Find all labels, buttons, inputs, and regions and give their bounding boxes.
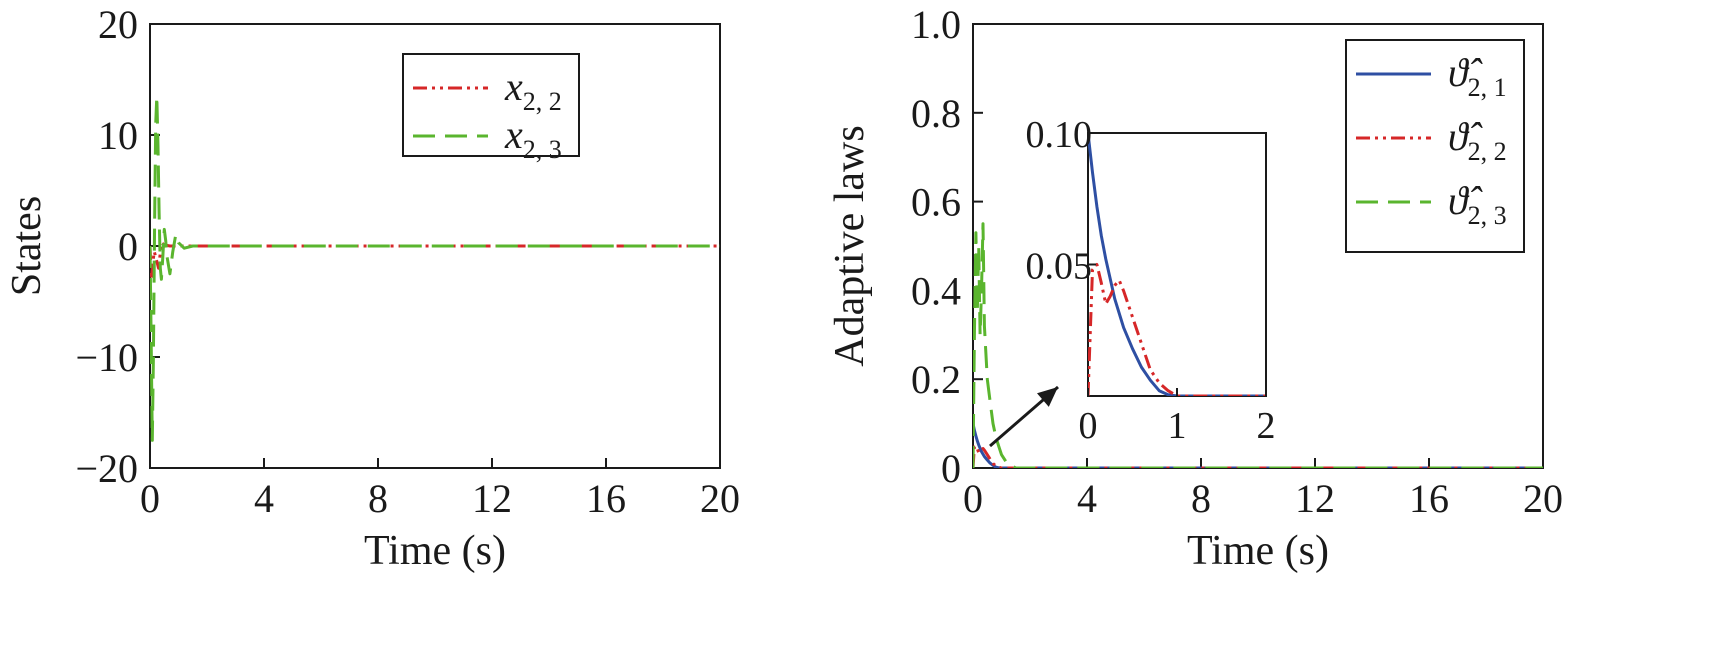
y-tick-label: 1.0 — [911, 2, 961, 47]
series-line — [973, 444, 1543, 468]
x-tick-label: 0 — [140, 476, 160, 521]
x-tick-label: 0 — [963, 476, 983, 521]
x-tick-label: 20 — [1523, 476, 1563, 521]
x-tick-label: 16 — [1409, 476, 1449, 521]
y-tick-label: 20 — [98, 2, 138, 47]
x-tick-label: 8 — [368, 476, 388, 521]
inset-y-tick-label: 0.10 — [1026, 114, 1093, 156]
series-line — [1088, 263, 1266, 396]
inset-y-tick-label: 0.05 — [1026, 246, 1093, 288]
legend-entry: x2, 2 — [504, 64, 562, 116]
y-tick-label: 0 — [941, 446, 961, 491]
x-tick-label: 8 — [1191, 476, 1211, 521]
inset-x-tick-label: 0 — [1079, 405, 1098, 447]
series-line — [1088, 133, 1266, 396]
series-line — [973, 222, 1543, 468]
y-tick-label: 0.4 — [911, 268, 961, 313]
y-tick-label: 0.2 — [911, 357, 961, 402]
x-tick-label: 16 — [586, 476, 626, 521]
y-axis-label: States — [4, 196, 50, 296]
y-axis-label: Adaptive laws — [827, 125, 873, 366]
x-tick-label: 20 — [700, 476, 740, 521]
y-tick-label: 0.8 — [911, 91, 961, 136]
legend-entry: x2, 3 — [504, 112, 562, 164]
x-axis-label: Time (s) — [364, 528, 506, 574]
inset-frame — [1087, 132, 1267, 397]
y-tick-label: −20 — [75, 446, 138, 491]
states-chart: 0 4 8 12 16 20 20 10 0 −10 −20 Time (s) States x2, 2x… — [4, 2, 740, 574]
x-tick-label: 4 — [1077, 476, 1097, 521]
inset-chart: 0 1 2 0.10 0.05 — [1026, 114, 1276, 447]
x-tick-label: 4 — [254, 476, 274, 521]
zoom-arrow-head — [1036, 387, 1058, 407]
y-tick-label: 0.6 — [911, 180, 961, 225]
x-axis-label: Time (s) — [1187, 528, 1329, 574]
legend — [402, 53, 580, 157]
inset-x-tick-label: 2 — [1257, 405, 1276, 447]
y-tick-label: 0 — [118, 224, 138, 269]
y-tick-label: −10 — [75, 335, 138, 380]
x-tick-label: 12 — [472, 476, 512, 521]
x-tick-label: 12 — [1295, 476, 1335, 521]
y-tick-label: 10 — [98, 113, 138, 158]
series-line — [150, 94, 720, 442]
series-line — [150, 241, 720, 281]
inset-x-tick-label: 1 — [1168, 405, 1187, 447]
